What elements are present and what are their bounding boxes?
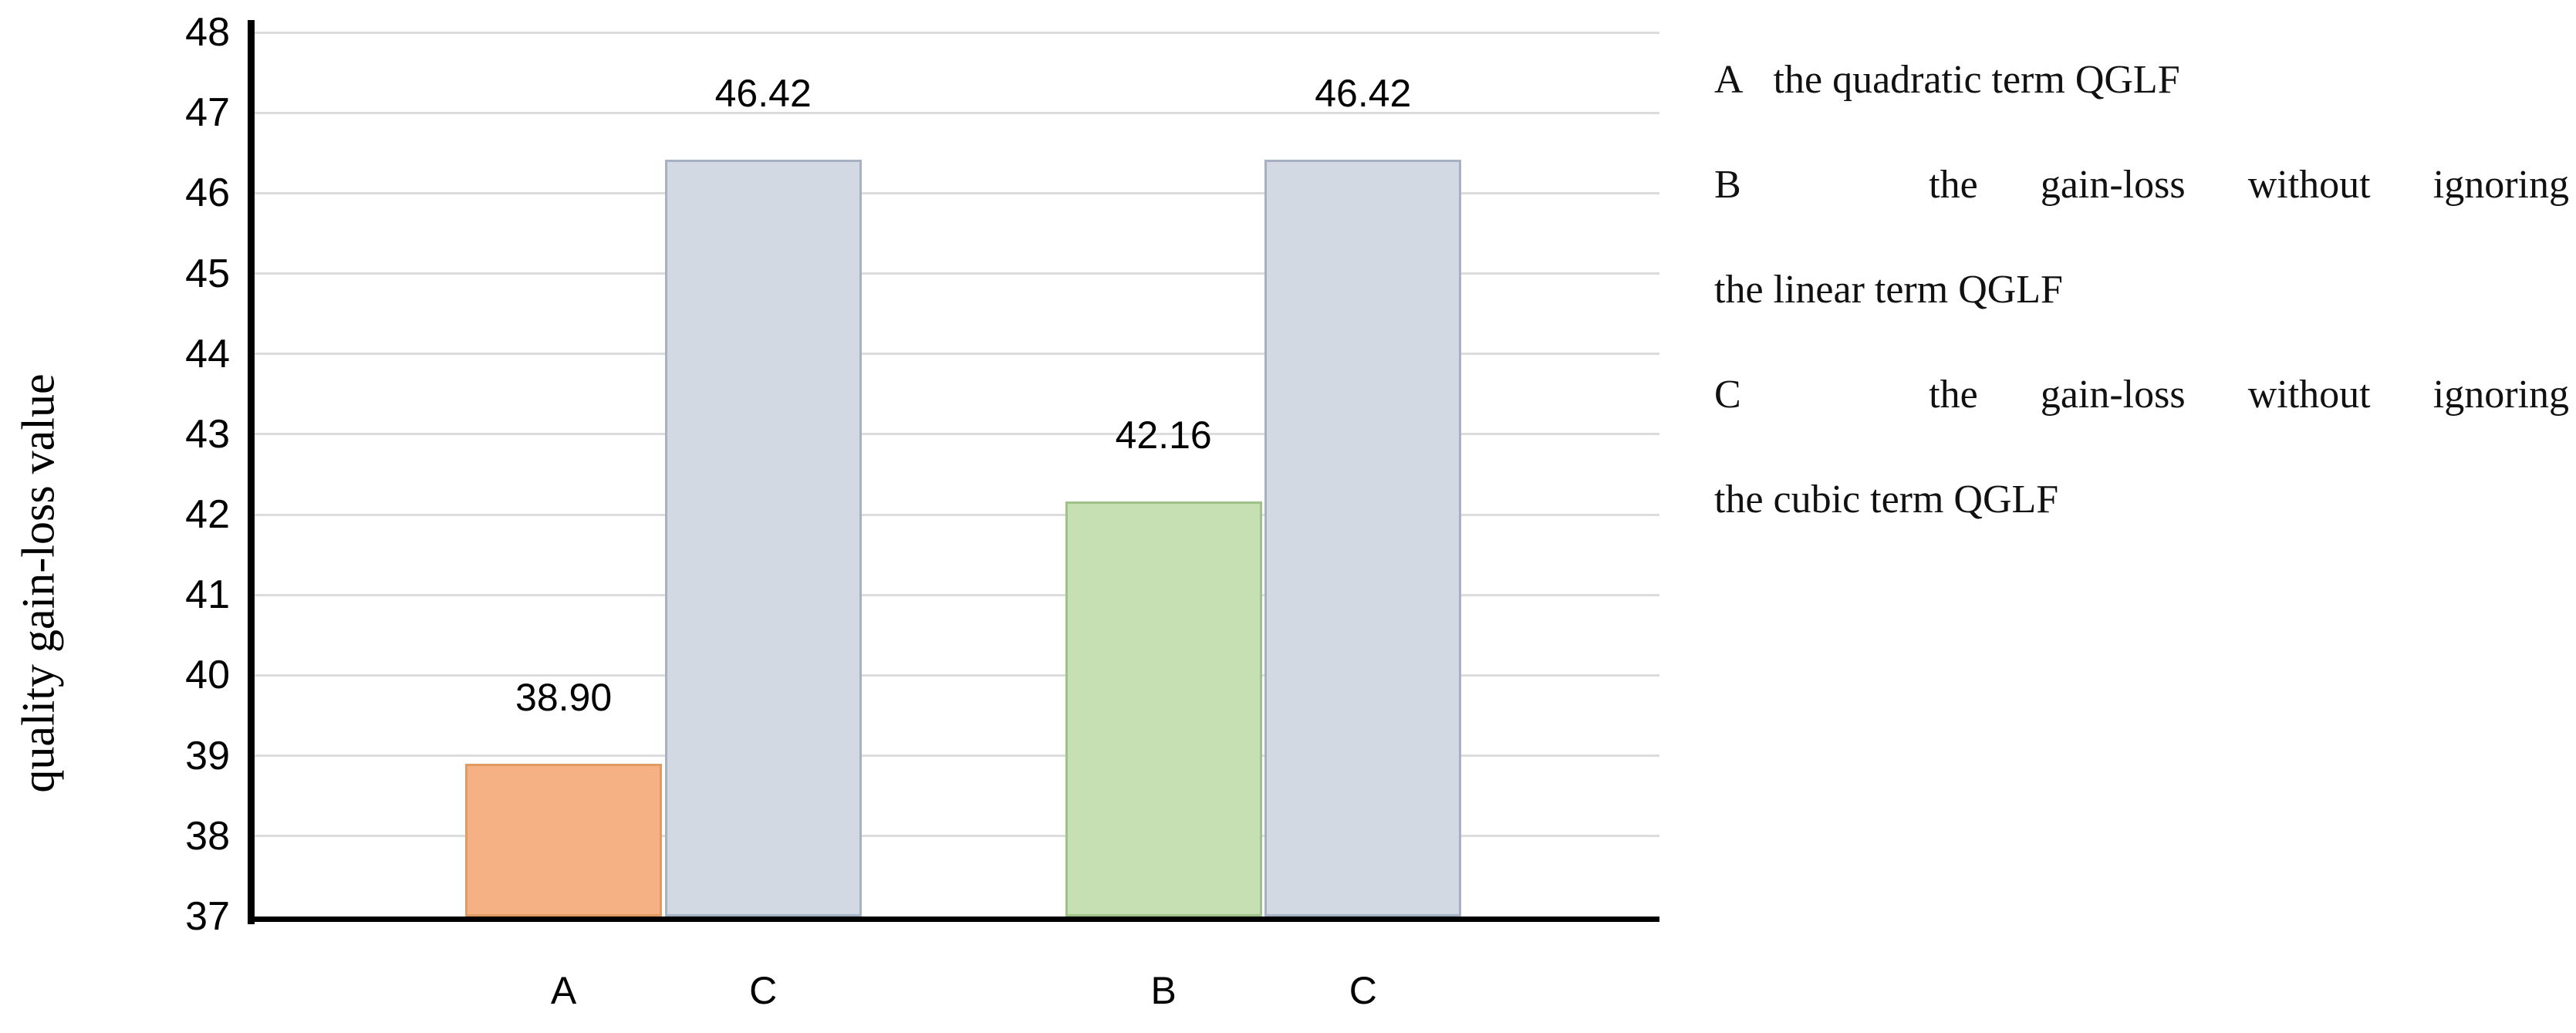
gridline (255, 513, 1659, 516)
gridline (255, 353, 1659, 356)
x-axis-line (248, 917, 1659, 922)
gridline (255, 272, 1659, 275)
bar-value-label: 42.16 (1115, 414, 1212, 457)
legend-line: C the gain-loss without ignoring (1714, 373, 2569, 417)
bar-C (664, 159, 862, 917)
x-category-label: C (749, 969, 778, 1012)
x-category-label: B (1150, 969, 1177, 1012)
y-tick-label: 37 (185, 894, 230, 939)
x-category-label: A (550, 969, 577, 1012)
y-axis-title: quality gain-loss value (12, 373, 64, 793)
legend-line: B the gain-loss without ignoring (1714, 163, 2569, 207)
y-tick-label: 48 (185, 10, 230, 55)
gridline (255, 31, 1659, 34)
y-tick-label: 41 (185, 572, 230, 618)
y-tick-label: 47 (185, 90, 230, 136)
bar-chart-plot-area: 48 47 46 45 44 43 42 41 40 39 38 37 38.90 A 46.42 C 42.1… (185, 12, 1659, 1011)
gridline (255, 191, 1659, 194)
bar-A (465, 764, 663, 917)
y-tick-label: 38 (185, 813, 230, 859)
gridline (255, 754, 1659, 758)
y-axis-line (248, 20, 255, 924)
bar-value-label: 38.90 (515, 676, 613, 720)
y-tick-label: 44 (185, 331, 230, 376)
y-tick-label: 42 (185, 492, 230, 538)
y-tick-label: 46 (185, 170, 230, 216)
legend-line: the cubic term QGLF (1714, 478, 2059, 522)
gridline (255, 433, 1659, 436)
legend-line: A the quadratic term QGLF (1714, 58, 2180, 102)
y-tick-label: 39 (185, 733, 230, 778)
y-tick-label: 45 (185, 251, 230, 296)
bar-B (1065, 501, 1262, 917)
y-tick-label: 40 (185, 653, 230, 698)
gridline (255, 835, 1659, 838)
legend-line: the linear term QGLF (1714, 268, 2063, 312)
chart-legend: A the quadratic term QGLF B the gain-loss… (1714, 28, 2569, 552)
gridline (255, 673, 1659, 677)
bar-value-label: 46.42 (1315, 71, 1412, 115)
gridline (255, 111, 1659, 114)
gridline (255, 593, 1659, 596)
y-tick-label: 43 (185, 411, 230, 457)
bar-C (1264, 159, 1462, 917)
bar-value-label: 46.42 (714, 71, 812, 115)
x-category-label: C (1349, 969, 1377, 1012)
